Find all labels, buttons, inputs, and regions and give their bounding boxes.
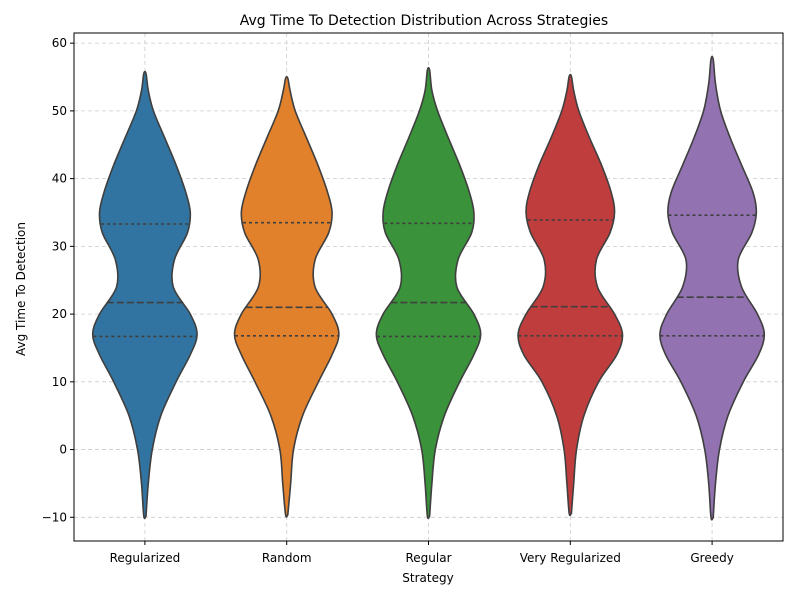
y-tick-label: 50	[52, 104, 67, 118]
x-axis-title: Strategy	[402, 571, 453, 585]
violin-body	[659, 55, 766, 521]
violin-body	[233, 76, 340, 518]
y-tick-label: −10	[42, 510, 67, 524]
x-axis: Regularized Random Regular Very Regularized…	[110, 541, 734, 565]
violin-random	[233, 76, 340, 518]
violins	[91, 55, 766, 521]
violin-regular	[375, 66, 482, 520]
y-tick-label: 30	[52, 239, 67, 253]
y-tick-label: 40	[52, 172, 67, 186]
x-tick-label: Regular	[405, 551, 451, 565]
x-tick-label: Very Regularized	[520, 551, 621, 565]
y-axis: −10 0 10 20 30 40 50 60	[42, 36, 74, 524]
violin-body	[375, 66, 482, 520]
violin-body	[91, 70, 198, 520]
y-tick-label: 20	[52, 307, 67, 321]
y-tick-label: 10	[52, 375, 67, 389]
x-tick-label: Greedy	[690, 551, 733, 565]
violin-regularized	[91, 70, 198, 520]
violin-greedy	[659, 55, 766, 521]
x-tick-label: Random	[262, 551, 312, 565]
y-tick-label: 60	[52, 36, 67, 50]
violin-body	[517, 73, 624, 517]
chart-title: Avg Time To Detection Distribution Acros…	[240, 13, 608, 29]
x-tick-label: Regularized	[110, 551, 181, 565]
violin-very-regularized	[517, 73, 624, 517]
y-axis-title: Avg Time To Detection	[14, 222, 28, 356]
y-tick-label: 0	[59, 443, 67, 457]
